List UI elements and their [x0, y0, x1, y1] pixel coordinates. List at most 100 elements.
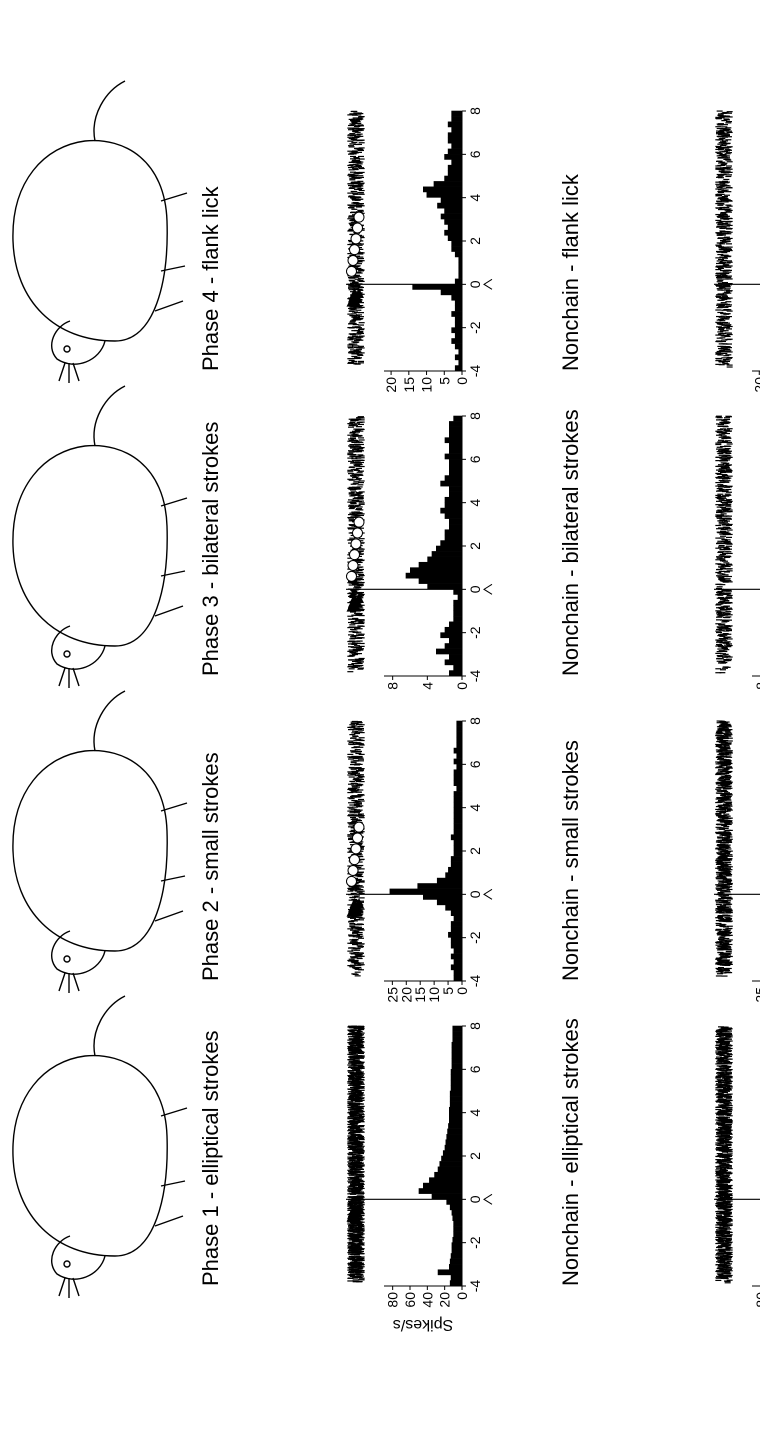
histogram-bar	[447, 148, 462, 155]
trial-markers	[346, 516, 365, 612]
x-tick-label: 0	[467, 890, 483, 898]
histogram-bar	[447, 137, 462, 144]
histogram-bar	[427, 583, 463, 590]
histogram-bar	[418, 561, 462, 568]
circle-marker	[350, 538, 362, 550]
x-tick-label: 4	[467, 1109, 483, 1117]
histogram-bar	[451, 1058, 463, 1064]
mouse-tail	[93, 690, 126, 752]
y-tick-label: 10	[419, 377, 435, 393]
histogram-bar	[451, 311, 463, 317]
histogram-bar	[444, 475, 462, 481]
event-arrow	[483, 888, 493, 900]
y-tick-label: 15	[401, 377, 417, 393]
histogram-bar	[441, 1155, 463, 1162]
histogram-bar	[437, 1269, 463, 1276]
mouse-illustration	[12, 995, 188, 1298]
histogram-bar	[433, 181, 462, 187]
histogram-bar	[450, 937, 463, 944]
histogram-bar	[453, 959, 462, 965]
histogram-bar	[449, 1204, 463, 1211]
x-tick-label: 6	[467, 150, 483, 158]
x-tick-label: -2	[467, 626, 483, 639]
histogram-bar	[450, 856, 463, 862]
circle-marker	[352, 527, 363, 539]
histogram-bar	[453, 975, 462, 981]
histogram-bar	[449, 1112, 462, 1119]
histogram-bar	[437, 202, 463, 209]
histogram-bar	[453, 599, 463, 606]
event-arrow	[483, 278, 493, 290]
histogram-bar	[453, 839, 462, 846]
mouse-eye	[63, 955, 71, 963]
histogram-bar	[389, 888, 463, 895]
y-tick-label: 80	[753, 1292, 760, 1308]
mouse-legs	[154, 802, 188, 922]
histogram-bar	[451, 294, 463, 301]
mouse-tail	[93, 995, 126, 1057]
histogram-bar	[436, 648, 462, 655]
mouse-whiskers	[58, 1277, 80, 1298]
histogram-bar	[453, 812, 462, 819]
histogram-bar	[436, 877, 462, 884]
histogram-bar	[447, 235, 462, 241]
histogram-bar	[458, 273, 463, 279]
histogram-bar	[449, 518, 462, 525]
spike-raster	[347, 110, 365, 365]
histogram-bar	[445, 1139, 462, 1146]
y-tick-label: 0	[454, 987, 470, 995]
histogram-bar	[450, 953, 463, 960]
histogram-bar	[450, 1274, 463, 1281]
histogram-bar	[454, 305, 462, 312]
histogram-bar	[456, 720, 462, 727]
histogram-bar	[453, 589, 463, 595]
histogram-bar	[451, 143, 463, 149]
spike-raster	[347, 1025, 365, 1283]
histogram-bar	[449, 464, 462, 471]
histogram-bar	[447, 1128, 462, 1135]
x-tick-label: -4	[467, 1280, 483, 1293]
histogram-bar	[451, 1041, 463, 1048]
y-tick-label: 20	[398, 987, 414, 1003]
histogram-bar	[449, 1280, 463, 1286]
circle-marker	[353, 516, 365, 528]
histogram-bar	[451, 116, 463, 122]
histogram-bar	[449, 421, 462, 427]
histogram-bar	[446, 1199, 462, 1205]
histogram-bar	[458, 262, 463, 269]
histogram-bar	[412, 284, 463, 290]
histogram-bar	[444, 529, 462, 536]
histogram-bar	[450, 1069, 463, 1075]
histogram-bar	[418, 1188, 462, 1194]
y-tick-label: 25	[384, 987, 400, 1003]
panel-title: Phase 4 - flank lick	[198, 185, 223, 371]
y-tick-label: 0	[454, 1292, 470, 1300]
circle-marker	[350, 843, 362, 855]
histogram-bar	[444, 219, 463, 225]
y-tick-label: 5	[436, 377, 452, 385]
histogram-bar	[452, 1025, 463, 1032]
histogram-bar	[440, 480, 463, 487]
histogram-bar	[440, 289, 462, 296]
histogram-bar	[449, 459, 462, 465]
mouse-eye	[63, 1260, 71, 1268]
histogram-bar	[453, 1226, 463, 1232]
histogram-bar	[444, 626, 462, 633]
panel-3: Phase 3 - bilateral strokes 0 4 8 -4 -2 0 2 4 6 8	[198, 412, 493, 690]
histogram-bar	[450, 834, 463, 841]
histogram-bar	[429, 1177, 463, 1184]
mouse-illustration	[12, 385, 188, 688]
y-tick-label: 15	[412, 987, 428, 1003]
histogram-bar	[449, 1106, 462, 1113]
histogram-bar	[449, 1258, 463, 1265]
mouse-whiskers	[58, 972, 80, 993]
histogram-bar	[451, 1047, 463, 1054]
histogram	[405, 415, 463, 676]
histogram-bar	[451, 159, 463, 166]
histogram-bar	[449, 1117, 462, 1124]
histogram-bar	[426, 191, 462, 198]
histogram-bar	[452, 1036, 463, 1043]
histogram-bar	[444, 534, 462, 541]
histogram-bar	[453, 829, 462, 835]
histogram-bar	[453, 807, 462, 814]
